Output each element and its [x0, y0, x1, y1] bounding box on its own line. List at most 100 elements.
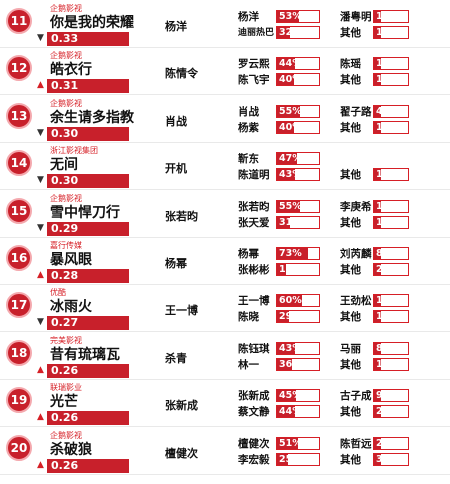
score-bar: 0.28 — [47, 269, 129, 283]
ranking-row[interactable]: 19 ▲ 联瑞影业 光芒 0.26 张新成 张新成 45% 古子成 9% 蔡文静 44% 其他 2% — [0, 381, 450, 428]
company-label: 企鹅影视 — [50, 193, 82, 203]
share-percent: 13% — [376, 200, 399, 212]
share-percent: 53% — [279, 11, 302, 22]
share-bar: 55% — [276, 199, 320, 213]
score-bar: 0.33 — [47, 32, 129, 46]
ranking-row[interactable]: 13 ▼ 企鹅影视 余生请多指教 0.30 肖战 肖战 55% 翟子路 4% 杨紫 40% 其他 1% — [0, 97, 450, 143]
cast-name: 迪丽热巴 — [238, 28, 275, 38]
ranking-row[interactable]: 20 ▲ 企鹅影视 杀破狼 0.26 檀健次 檀健次 51% 陈哲远 21% 李宏毅 25% 其他 3% — [0, 429, 450, 475]
ranking-row[interactable]: 16 ▲ 嘉行传媒 暴风眼 0.28 杨幂 杨幂 73% 刘芮麟 8% 张彬彬 17% 其他 2% — [0, 239, 450, 285]
share-percent: 13% — [376, 358, 399, 370]
share-percent: 1% — [376, 216, 393, 228]
share-bar: 73% — [276, 247, 320, 260]
lead-name: 檀健次 — [165, 446, 198, 460]
share-bar: 32% — [276, 26, 320, 39]
show-title[interactable]: 冰雨火 — [50, 299, 92, 316]
share-percent: 73% — [279, 248, 302, 259]
share-fill — [277, 58, 296, 70]
company-label: 完美影视 — [50, 335, 82, 345]
share-percent: 44% — [279, 58, 302, 70]
share-percent: 43% — [279, 169, 302, 181]
share-bar: 8% — [373, 247, 409, 260]
ranking-row[interactable]: 18 ▲ 完美影视 昔有琉璃瓦 0.26 杀青 陈钰琪 43% 马丽 8% 林一 36% 其他 13% — [0, 334, 450, 380]
share-bar: 36% — [276, 357, 320, 371]
share-percent: 51% — [279, 437, 302, 449]
ranking-row[interactable]: 17 ▼ 优酷 冰雨火 0.27 王一博 王一博 60% 王劲松 10% 陈晓 29% 其他 1% — [0, 286, 450, 333]
share-percent: 17% — [279, 264, 302, 275]
lead-name: 张新成 — [165, 399, 198, 413]
show-title[interactable]: 无间 — [50, 157, 78, 174]
show-title[interactable]: 你是我的荣耀 — [50, 15, 134, 31]
share-bar: 21% — [373, 436, 409, 450]
share-bar: 1% — [373, 215, 409, 229]
ranking-row[interactable]: 12 ▲ 企鹅影视 皓衣行 0.31 陈情令 罗云熙 44% 陈瑶 15% 陈飞宇 40% 其他 1% — [0, 49, 450, 96]
show-title[interactable]: 暴风眼 — [50, 252, 92, 268]
trend-up-icon: ▲ — [37, 80, 44, 91]
share-percent: 1% — [376, 74, 393, 86]
share-percent: 55% — [279, 105, 302, 117]
rank-badge: 19 — [6, 387, 32, 414]
score-bar: 0.27 — [47, 316, 129, 331]
share-bar: 14% — [373, 10, 409, 23]
share-bar: 60% — [276, 294, 320, 308]
ranking-row[interactable]: 14 ▼ 浙江影视集团 无间 0.30 开机 靳东 47% 陈道明 43% 其他 10% — [0, 144, 450, 191]
cast-name: 潘粤明 — [340, 11, 372, 23]
rank-badge: 13 — [6, 102, 32, 129]
trend-up-icon: ▲ — [37, 270, 44, 280]
lead-name: 开机 — [165, 162, 187, 176]
cast-name: 陈哲远 — [340, 437, 372, 450]
share-fill — [374, 74, 382, 86]
trend-down-icon: ▼ — [37, 175, 44, 186]
share-bar: 1% — [373, 73, 409, 87]
score-bar: 0.26 — [47, 363, 129, 378]
share-fill — [277, 453, 288, 465]
trend-down-icon: ▼ — [37, 222, 44, 233]
cast-name: 蔡文静 — [238, 406, 270, 419]
share-fill — [374, 390, 382, 402]
ranking-row[interactable]: 11 ▼ 企鹅影视 你是我的荣耀 0.33 杨洋 杨洋 53% 潘粤明 14% 迪丽热巴 32% 其他 1… — [0, 2, 450, 48]
trend-down-icon: ▼ — [37, 33, 44, 43]
cast-name: 林一 — [238, 358, 259, 371]
share-percent: 36% — [279, 358, 302, 370]
share-fill — [277, 295, 303, 307]
lead-name: 杨洋 — [165, 20, 187, 33]
share-fill — [277, 437, 299, 449]
cast-name: 李宏毅 — [238, 453, 270, 466]
cast-name: 其他 — [340, 311, 361, 324]
show-title[interactable]: 杀破狼 — [50, 441, 92, 458]
share-fill — [374, 27, 382, 38]
cast-name: 其他 — [340, 216, 361, 229]
share-percent: 1% — [376, 121, 393, 133]
share-percent: 31% — [279, 216, 302, 228]
show-title[interactable]: 余生请多指教 — [50, 109, 134, 126]
show-title[interactable]: 皓衣行 — [50, 62, 92, 79]
show-title[interactable]: 光芒 — [50, 394, 78, 411]
share-bar: 15% — [373, 57, 409, 71]
share-bar: 51% — [276, 436, 320, 450]
share-bar: 44% — [276, 405, 320, 419]
share-fill — [277, 121, 294, 133]
cast-name: 张若昀 — [238, 200, 270, 213]
share-bar: 29% — [276, 310, 320, 324]
show-title[interactable]: 雪中悍刀行 — [50, 204, 120, 221]
share-bar: 1% — [373, 26, 409, 39]
share-percent: 4% — [376, 105, 393, 117]
score-bar: 0.30 — [47, 126, 129, 141]
company-label: 企鹅影视 — [50, 430, 82, 440]
cast-name: 张天爱 — [238, 216, 270, 229]
show-title[interactable]: 昔有琉璃瓦 — [50, 346, 120, 363]
share-fill — [374, 216, 382, 228]
share-fill — [374, 264, 382, 275]
lead-name: 陈情令 — [165, 67, 198, 81]
cast-name: 刘芮麟 — [340, 248, 372, 260]
share-fill — [277, 200, 301, 212]
share-bar: 43% — [276, 168, 320, 182]
ranking-row[interactable]: 15 ▼ 企鹅影视 雪中悍刀行 0.29 张若昀 张若昀 55% 李庚希 13% 张天爱 31% 其他 1… — [0, 192, 450, 238]
share-percent: 15% — [376, 58, 399, 70]
share-percent: 1% — [376, 311, 393, 323]
rank-badge: 11 — [6, 8, 32, 34]
share-fill — [374, 58, 382, 70]
share-percent: 10% — [376, 169, 399, 181]
share-percent: 25% — [279, 453, 302, 465]
